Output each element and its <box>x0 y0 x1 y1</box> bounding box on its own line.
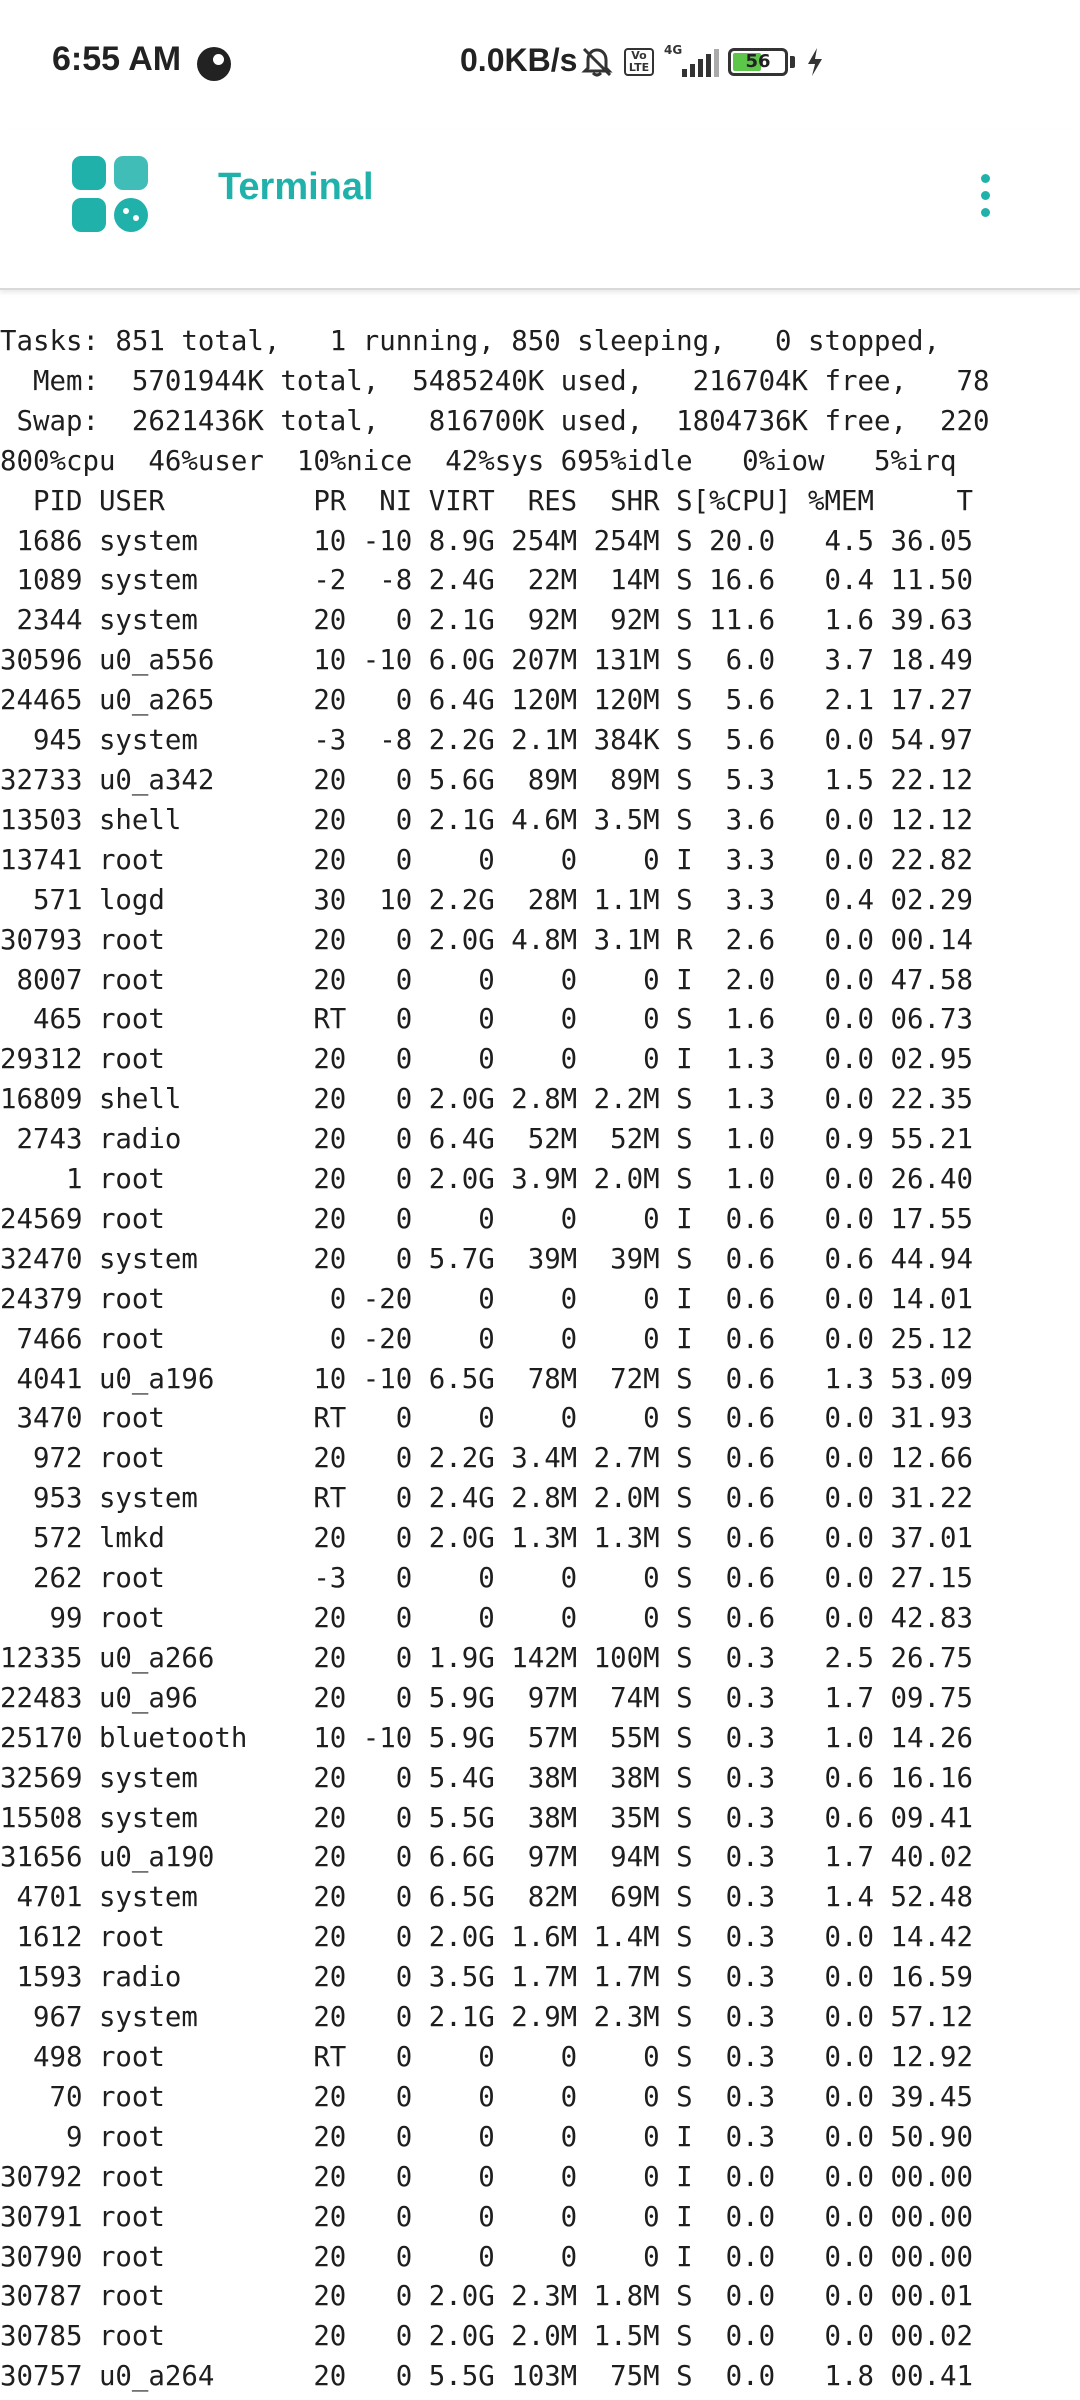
terminal-line: 29312 root 20 0 0 0 0 I 1.3 0.0 02.95 <box>0 1044 973 1076</box>
battery-tip <box>790 56 795 68</box>
network-speed: 0.0KB/s <box>460 42 578 78</box>
terminal-line: 13741 root 20 0 0 0 0 I 3.3 0.0 22.82 <box>0 844 973 876</box>
terminal-line: 22483 u0_a96 20 0 5.9G 97M 74M S 0.3 1.7… <box>0 1682 973 1714</box>
signal-icon: 4G <box>664 43 719 79</box>
terminal-line: 70 root 20 0 0 0 0 S 0.3 0.0 39.45 <box>0 2081 973 2113</box>
terminal-line: 30790 root 20 0 0 0 0 I 0.0 0.0 00.00 <box>0 2241 973 2273</box>
terminal-line: 2743 radio 20 0 6.4G 52M 52M S 1.0 0.9 5… <box>0 1124 973 1156</box>
terminal-line: 25170 bluetooth 10 -10 5.9G 57M 55M S 0.… <box>0 1722 973 1754</box>
terminal-line: 2344 system 20 0 2.1G 92M 92M S 11.6 1.6… <box>0 605 973 637</box>
terminal-line: Swap: 2621436K total, 816700K used, 1804… <box>0 405 990 437</box>
terminal-line: 12335 u0_a266 20 0 1.9G 142M 100M S 0.3 … <box>0 1642 973 1674</box>
terminal-line: 967 system 20 0 2.1G 2.9M 2.3M S 0.3 0.0… <box>0 2002 973 2034</box>
status-icons: Vo LTE 4G 56 <box>580 42 825 82</box>
terminal-line: 30757 u0_a264 20 0 5.5G 103M 75M S 0.0 1… <box>0 2361 973 2393</box>
signal-bars <box>682 49 719 77</box>
terminal-line: 16809 shell 20 0 2.0G 2.8M 2.2M S 1.3 0.… <box>0 1084 973 1116</box>
app-notification-icon <box>197 47 231 81</box>
terminal-line: 24465 u0_a265 20 0 6.4G 120M 120M S 5.6 … <box>0 685 973 717</box>
terminal-line: 571 logd 30 10 2.2G 28M 1.1M S 3.3 0.4 0… <box>0 884 973 916</box>
terminal-line: Tasks: 851 total, 1 running, 850 sleepin… <box>0 326 940 357</box>
terminal-line: 30596 u0_a556 10 -10 6.0G 207M 131M S 6.… <box>0 645 973 677</box>
charging-icon <box>808 48 822 76</box>
status-bar: 6:55 AM 0.0KB/s Vo LTE 4G 56 <box>0 0 1080 130</box>
terminal-line: 24569 root 20 0 0 0 0 I 0.6 0.0 17.55 <box>0 1203 973 1235</box>
terminal-line: 953 system RT 0 2.4G 2.8M 2.0M S 0.6 0.0… <box>0 1483 973 1515</box>
app-logo-icon[interactable] <box>72 156 148 232</box>
terminal-line: 13503 shell 20 0 2.1G 4.6M 3.5M S 3.6 0.… <box>0 804 973 836</box>
status-time: 6:55 AM <box>52 40 182 78</box>
terminal-line: 31656 u0_a190 20 0 6.6G 97M 94M S 0.3 1.… <box>0 1842 973 1874</box>
terminal-line: 30792 root 20 0 0 0 0 I 0.0 0.0 00.00 <box>0 2161 973 2193</box>
terminal-line: 800%cpu 46%user 10%nice 42%sys 695%idle … <box>0 445 957 477</box>
terminal-line: 9 root 20 0 0 0 0 I 0.3 0.0 50.90 <box>0 2121 973 2153</box>
terminal-line: 24379 root 0 -20 0 0 0 I 0.6 0.0 14.01 <box>0 1283 973 1315</box>
app-toolbar: Terminal <box>0 130 1080 290</box>
terminal-line: 15508 system 20 0 5.5G 38M 35M S 0.3 0.6… <box>0 1802 973 1834</box>
battery-icon: 56 <box>728 48 788 76</box>
volte-icon: Vo LTE <box>624 48 654 76</box>
terminal-line: 572 lmkd 20 0 2.0G 1.3M 1.3M S 0.6 0.0 3… <box>0 1523 973 1555</box>
terminal-output[interactable]: Tasks: 851 total, 1 running, 850 sleepin… <box>0 322 1080 2400</box>
terminal-text: Tasks: 851 total, 1 running, 850 sleepin… <box>0 322 1080 2397</box>
app-title: Terminal <box>218 166 374 208</box>
terminal-line: 30785 root 20 0 2.0G 2.0M 1.5M S 0.0 0.0… <box>0 2321 973 2353</box>
terminal-line: 465 root RT 0 0 0 0 S 1.6 0.0 06.73 <box>0 1004 973 1036</box>
terminal-line: PID USER PR NI VIRT RES SHR S[%CPU] %MEM… <box>0 485 973 517</box>
mute-icon <box>581 47 613 77</box>
terminal-line: 1089 system -2 -8 2.4G 22M 14M S 16.6 0.… <box>0 565 973 597</box>
terminal-line: 4701 system 20 0 6.5G 82M 69M S 0.3 1.4 … <box>0 1882 973 1914</box>
terminal-line: 32470 system 20 0 5.7G 39M 39M S 0.6 0.6… <box>0 1243 973 1275</box>
overflow-menu-icon[interactable] <box>960 160 1010 230</box>
terminal-line: 972 root 20 0 2.2G 3.4M 2.7M S 0.6 0.0 1… <box>0 1443 973 1475</box>
terminal-line: 32733 u0_a342 20 0 5.6G 89M 89M S 5.3 1.… <box>0 764 973 796</box>
battery-fill <box>733 53 761 71</box>
terminal-line: 1593 radio 20 0 3.5G 1.7M 1.7M S 0.3 0.0… <box>0 1962 973 1994</box>
terminal-line: 32569 system 20 0 5.4G 38M 38M S 0.3 0.6… <box>0 1762 973 1794</box>
terminal-line: 30787 root 20 0 2.0G 2.3M 1.8M S 0.0 0.0… <box>0 2281 973 2313</box>
terminal-line: 99 root 20 0 0 0 0 S 0.6 0.0 42.83 <box>0 1603 973 1634</box>
terminal-line: 1686 system 10 -10 8.9G 254M 254M S 20.0… <box>0 525 973 557</box>
terminal-line: 1 root 20 0 2.0G 3.9M 2.0M S 1.0 0.0 26.… <box>0 1164 973 1196</box>
terminal-line: 4041 u0_a196 10 -10 6.5G 78M 72M S 0.6 1… <box>0 1363 973 1395</box>
terminal-line: 3470 root RT 0 0 0 0 S 0.6 0.0 31.93 <box>0 1403 973 1435</box>
network-type: 4G <box>664 43 683 57</box>
terminal-line: 30791 root 20 0 0 0 0 I 0.0 0.0 00.00 <box>0 2201 973 2233</box>
terminal-line: 262 root -3 0 0 0 0 S 0.6 0.0 27.15 <box>0 1563 973 1595</box>
battery-level: 56 <box>745 51 771 72</box>
terminal-line: 1612 root 20 0 2.0G 1.6M 1.4M S 0.3 0.0 … <box>0 1922 973 1954</box>
terminal-line: 30793 root 20 0 2.0G 4.8M 3.1M R 2.6 0.0… <box>0 924 973 956</box>
terminal-line: 945 system -3 -8 2.2G 2.1M 384K S 5.6 0.… <box>0 725 973 757</box>
terminal-line: Mem: 5701944K total, 5485240K used, 2167… <box>0 365 990 397</box>
terminal-line: 8007 root 20 0 0 0 0 I 2.0 0.0 47.58 <box>0 964 973 996</box>
terminal-line: 498 root RT 0 0 0 0 S 0.3 0.0 12.92 <box>0 2041 973 2073</box>
terminal-line: 7466 root 0 -20 0 0 0 I 0.6 0.0 25.12 <box>0 1323 973 1355</box>
